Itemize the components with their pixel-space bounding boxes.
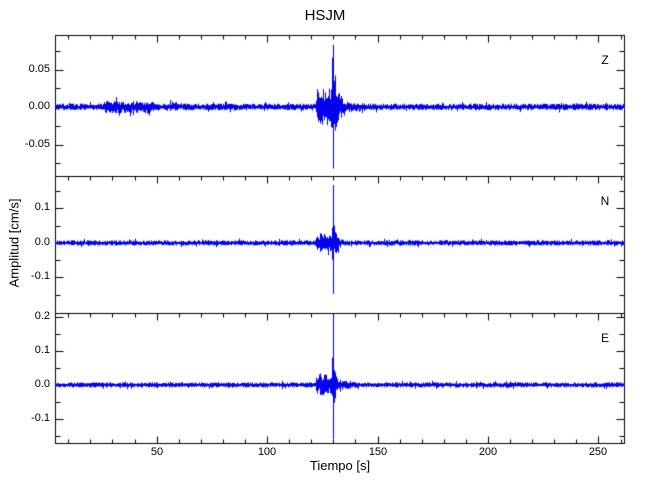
panel-label-z: Z xyxy=(601,53,609,67)
panel-label-n: N xyxy=(600,194,610,208)
y-tick-label: 0.0 xyxy=(34,236,50,248)
x-tick-label: 200 xyxy=(478,446,498,458)
y-tick-label: 0.1 xyxy=(34,344,50,356)
x-tick-label: 250 xyxy=(588,446,608,458)
x-axis-label: Tiempo [s] xyxy=(309,458,371,473)
x-tick-label: 100 xyxy=(257,446,277,458)
figure-title: HSJM xyxy=(304,7,346,24)
y-tick-label: -0.1 xyxy=(31,270,50,282)
y-tick-label: 0.0 xyxy=(34,378,50,390)
y-tick-label: -0.1 xyxy=(31,412,50,424)
x-tick-label: 50 xyxy=(150,446,164,458)
y-tick-label: 0.1 xyxy=(34,201,50,213)
panel-label-e: E xyxy=(600,331,609,345)
x-tick-label: 150 xyxy=(368,446,388,458)
y-tick-label: -0.05 xyxy=(24,138,50,150)
y-tick-label: 0.00 xyxy=(28,100,50,112)
y-tick-label: 0.05 xyxy=(28,63,50,75)
y-tick-label: 0.2 xyxy=(34,310,50,322)
